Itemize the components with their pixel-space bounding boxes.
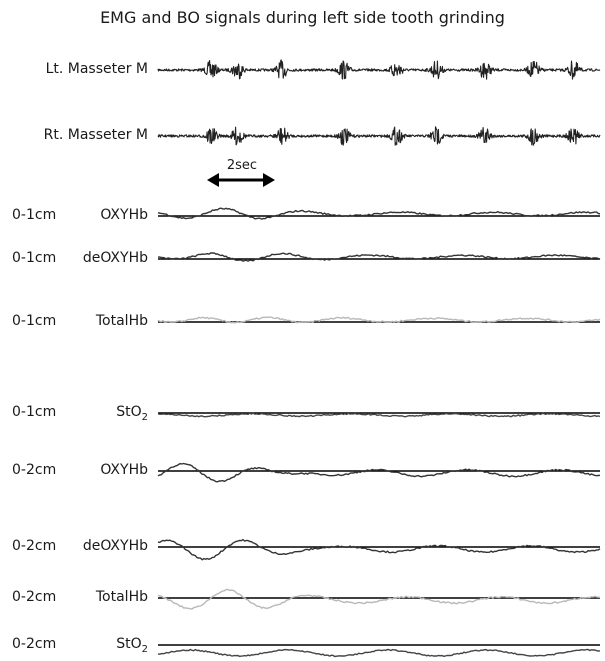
series-label-totalhb_2: TotalHb — [95, 589, 148, 605]
depth-label-oxyhb_1: 0-1cm — [12, 207, 57, 223]
series-label-oxyhb_1: OXYHb — [100, 207, 148, 223]
depth-label-sto2_1: 0-1cm — [12, 404, 57, 420]
trace-totalhb_2 — [157, 588, 601, 610]
trace-deoxyhb_2 — [157, 538, 601, 561]
depth-label-totalhb_1: 0-1cm — [12, 313, 57, 329]
series-label-lt_masseter: Lt. Masseter M — [45, 61, 148, 77]
scale-bar-arrow — [207, 173, 275, 187]
chart-title: EMG and BO signals during left side toot… — [100, 8, 505, 27]
series-totalhb_1 — [157, 316, 601, 324]
depth-label-deoxyhb_2: 0-2cm — [12, 538, 57, 554]
depth-label-sto2_2: 0-2cm — [12, 636, 57, 652]
scale-bar-label: 2sec — [226, 158, 258, 173]
series-oxyhb_2 — [157, 462, 601, 483]
series-deoxyhb_1 — [157, 252, 601, 262]
series-lt_masseter — [157, 59, 601, 80]
series-rt_masseter — [157, 126, 601, 146]
series-label-sto2_1: StO2 — [116, 404, 148, 423]
series-label-deoxyhb_1: deOXYHb — [82, 250, 148, 266]
depth-label-deoxyhb_1: 0-1cm — [12, 250, 57, 266]
series-label-oxyhb_2: OXYHb — [100, 462, 148, 478]
series-label-sto2_2: StO2 — [116, 636, 148, 655]
trace-oxyhb_2 — [157, 462, 601, 483]
series-sto2_1 — [157, 412, 601, 418]
series-deoxyhb_2 — [157, 538, 601, 561]
trace-sto2_2 — [157, 648, 601, 658]
trace-oxyhb_1 — [157, 207, 601, 220]
trace-lt_masseter — [157, 59, 601, 80]
series-label-deoxyhb_2: deOXYHb — [82, 538, 148, 554]
series-label-rt_masseter: Rt. Masseter M — [43, 127, 148, 143]
series-totalhb_2 — [157, 588, 601, 610]
depth-label-totalhb_2: 0-2cm — [12, 589, 57, 605]
series-sto2_2 — [157, 644, 601, 658]
trace-rt_masseter — [157, 126, 601, 146]
series-label-totalhb_1: TotalHb — [95, 313, 148, 329]
trace-sto2_1 — [157, 412, 601, 418]
depth-label-oxyhb_2: 0-2cm — [12, 462, 57, 478]
trace-totalhb_1 — [157, 316, 601, 324]
trace-deoxyhb_1 — [157, 252, 601, 262]
series-oxyhb_1 — [157, 207, 601, 220]
